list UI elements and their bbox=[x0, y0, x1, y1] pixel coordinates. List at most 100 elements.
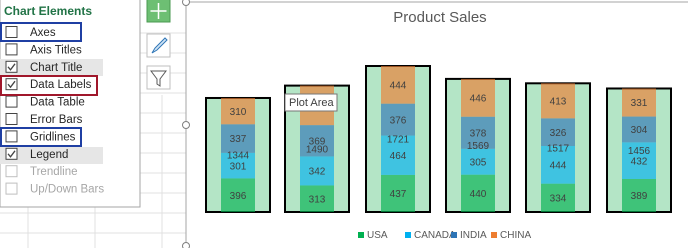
item-label: Legend bbox=[30, 149, 68, 161]
checkbox[interactable] bbox=[5, 130, 18, 143]
bar-segment bbox=[221, 178, 255, 212]
row-hover bbox=[0, 59, 103, 76]
tooltip-text: Plot Area bbox=[289, 97, 335, 109]
data-label: 342 bbox=[309, 167, 326, 178]
checkbox[interactable] bbox=[5, 43, 18, 56]
data-label: 444 bbox=[390, 80, 407, 91]
bar-segment bbox=[541, 118, 575, 146]
legend-marker bbox=[491, 232, 497, 238]
checkmark bbox=[7, 63, 16, 71]
bar-segment bbox=[381, 174, 415, 212]
data-label: 304 bbox=[631, 125, 648, 136]
bar-segment bbox=[300, 156, 334, 186]
bar-segment bbox=[221, 124, 255, 153]
data-label: 326 bbox=[550, 128, 567, 139]
bar-segment bbox=[300, 185, 334, 212]
data-label: 464 bbox=[390, 151, 407, 162]
panel bbox=[0, 0, 141, 208]
chart-elements-button[interactable] bbox=[146, 0, 171, 23]
bar-segment bbox=[221, 152, 255, 179]
item-label: Up/Down Bars bbox=[30, 184, 104, 196]
bar-segment bbox=[622, 142, 656, 179]
legend: USA CANADA INDIA CHINA bbox=[358, 230, 531, 241]
highlight-box bbox=[0, 22, 82, 42]
data-label: 376 bbox=[390, 115, 407, 126]
resize-handle[interactable] bbox=[182, 0, 190, 6]
data-label: 444 bbox=[550, 160, 567, 171]
checkbox[interactable] bbox=[5, 113, 18, 125]
legend-marker bbox=[405, 232, 411, 238]
bar-segment bbox=[461, 78, 495, 117]
legend-label: CANADA bbox=[414, 230, 456, 241]
checkbox[interactable] bbox=[5, 165, 18, 178]
legend-marker bbox=[451, 232, 457, 238]
data-label: 440 bbox=[470, 189, 487, 200]
checkmark bbox=[7, 150, 16, 158]
data-label: 305 bbox=[470, 157, 487, 168]
total-label: 1517 bbox=[547, 143, 570, 154]
data-label: 313 bbox=[309, 194, 326, 205]
data-label: 378 bbox=[470, 128, 487, 139]
bar-segment bbox=[461, 148, 495, 175]
total-label: 1569 bbox=[467, 141, 490, 152]
panel-title: Chart Elements bbox=[4, 4, 92, 18]
tooltip: Plot Area bbox=[284, 93, 338, 112]
data-label: 369 bbox=[309, 136, 326, 147]
chart-title: Product Sales bbox=[393, 9, 486, 26]
data-label: 301 bbox=[230, 161, 247, 172]
bar-segment bbox=[622, 178, 656, 212]
checkbox[interactable] bbox=[5, 147, 18, 160]
legend-label: CHINA bbox=[500, 230, 531, 241]
item-label: Chart Title bbox=[30, 62, 82, 74]
bar-segment bbox=[461, 174, 495, 212]
chart-filters-button[interactable] bbox=[146, 65, 171, 90]
panel-items: Axes Axis Titles Chart Title Data Labels Dat… bbox=[5, 26, 104, 196]
legend-label: USA bbox=[367, 230, 388, 241]
highlight-box bbox=[0, 127, 82, 147]
item-label: Gridlines bbox=[30, 131, 76, 143]
checkbox[interactable] bbox=[5, 26, 18, 38]
legend-label: INDIA bbox=[460, 230, 487, 241]
data-label: 396 bbox=[230, 191, 247, 202]
bar-segment bbox=[221, 97, 255, 125]
total-label: 1344 bbox=[227, 151, 250, 162]
checkbox[interactable] bbox=[5, 78, 18, 91]
data-label: 334 bbox=[550, 193, 567, 204]
bar-segment bbox=[541, 83, 575, 119]
checkbox[interactable] bbox=[5, 60, 18, 73]
resize-handle[interactable] bbox=[182, 242, 190, 248]
total-label: 1456 bbox=[628, 146, 651, 157]
bar-segment bbox=[461, 116, 495, 149]
bar-segment bbox=[381, 135, 415, 175]
bar-segment bbox=[541, 145, 575, 184]
data-label: 413 bbox=[550, 96, 567, 107]
item-label: Trendline bbox=[30, 166, 78, 178]
item-label: Data Table bbox=[30, 97, 85, 109]
total-label: 1721 bbox=[387, 135, 410, 146]
data-label: 437 bbox=[390, 189, 407, 200]
data-label: 310 bbox=[230, 107, 247, 118]
plot-area[interactable]: 3963013373101344313342369466149043746437… bbox=[205, 65, 672, 214]
checkmark bbox=[7, 80, 16, 89]
checkbox[interactable] bbox=[5, 95, 18, 108]
data-label: 446 bbox=[470, 93, 487, 104]
total-label: 1490 bbox=[306, 144, 329, 155]
item-label: Data Labels bbox=[30, 79, 92, 91]
bar-segment bbox=[541, 183, 575, 212]
sheet-grid bbox=[0, 32, 186, 248]
row-hover bbox=[0, 147, 103, 164]
data-label: 432 bbox=[631, 156, 648, 167]
chart-styles-button[interactable] bbox=[146, 33, 171, 58]
item-label: Axis Titles bbox=[30, 44, 82, 56]
data-label: 337 bbox=[230, 134, 247, 145]
bar-segment bbox=[381, 66, 415, 104]
bar-segment bbox=[622, 88, 656, 117]
item-label: Axes bbox=[30, 27, 56, 39]
resize-handle[interactable] bbox=[182, 121, 190, 129]
data-label: 331 bbox=[631, 98, 648, 109]
bar-segment bbox=[381, 103, 415, 136]
item-label: Error Bars bbox=[30, 114, 83, 126]
checkbox[interactable] bbox=[5, 182, 18, 195]
